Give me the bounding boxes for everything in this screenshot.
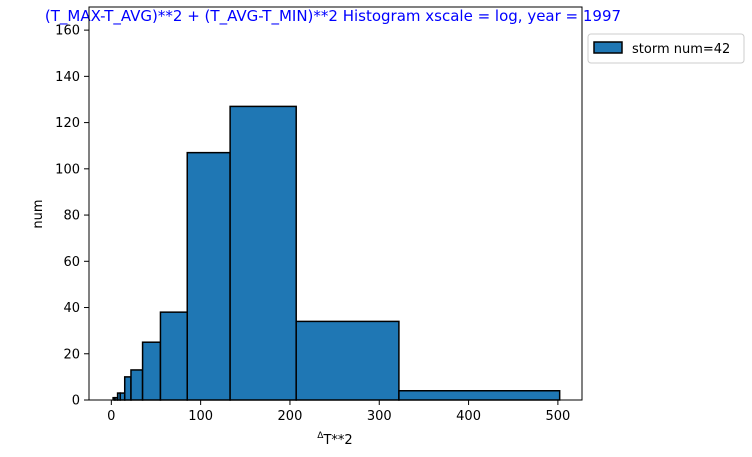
legend-label: storm num=42 bbox=[632, 42, 730, 57]
histogram-bar-8 bbox=[186, 151, 231, 401]
x-tick-label: 200 bbox=[278, 409, 303, 424]
histogram-bars bbox=[112, 105, 561, 401]
legend-frame bbox=[587, 33, 745, 64]
y-tick-label: 60 bbox=[63, 255, 80, 270]
histogram-bar-11 bbox=[398, 390, 561, 401]
x-axis-label-text: T**2 bbox=[322, 433, 352, 448]
histogram-bar-9 bbox=[229, 105, 297, 401]
x-axis-label-superscript: Δ bbox=[317, 431, 324, 441]
x-tick-label: 500 bbox=[545, 409, 570, 424]
x-axis-ticks: 0 100 200 300 400 500 bbox=[107, 400, 570, 424]
x-tick-label: 300 bbox=[367, 409, 392, 424]
y-tick-label: 40 bbox=[63, 301, 80, 316]
y-axis-label: num bbox=[31, 199, 46, 228]
y-axis-ticks: 0 20 40 60 80 100 120 140 160 bbox=[55, 24, 89, 409]
chart-title: (T_MAX-T_AVG)**2 + (T_AVG-T_MIN)**2 Hist… bbox=[45, 7, 621, 26]
y-tick-label: 20 bbox=[63, 347, 80, 362]
x-tick-label: 0 bbox=[107, 409, 115, 424]
plot-frame bbox=[88, 6, 583, 401]
histogram-bar-6 bbox=[141, 341, 162, 401]
x-tick-label: 100 bbox=[188, 409, 213, 424]
y-tick-label: 0 bbox=[72, 394, 80, 409]
histogram-bar-10 bbox=[295, 320, 400, 401]
legend: storm num=42 bbox=[587, 33, 745, 64]
legend-swatch bbox=[593, 41, 623, 54]
y-tick-label: 80 bbox=[63, 209, 80, 224]
y-tick-label: 140 bbox=[55, 70, 80, 85]
histogram-bar-4 bbox=[123, 376, 132, 401]
histogram-bar-7 bbox=[159, 311, 188, 401]
y-tick-label: 160 bbox=[55, 24, 80, 39]
x-axis-label: ΔT**2 bbox=[317, 431, 352, 448]
x-tick-label: 400 bbox=[456, 409, 481, 424]
histogram-bar-5 bbox=[130, 369, 144, 401]
y-tick-label: 120 bbox=[55, 116, 80, 131]
y-tick-label: 100 bbox=[55, 162, 80, 177]
